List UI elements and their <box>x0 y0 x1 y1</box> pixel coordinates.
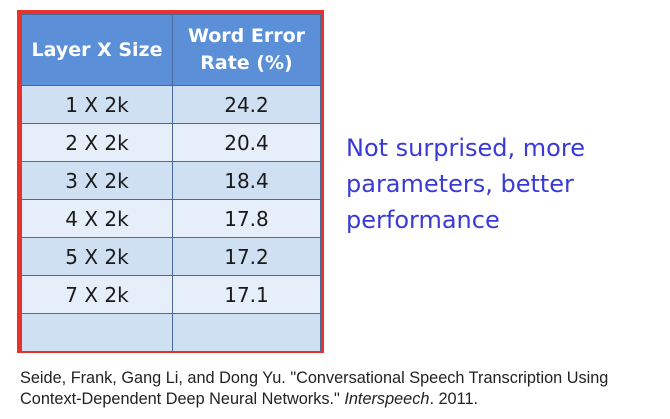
citation-authors-title: Seide, Frank, Gang Li, and Dong Yu. "Con… <box>20 369 609 408</box>
cell-word-error-rate: 18.4 <box>172 161 321 200</box>
cell-word-error-rate: 24.2 <box>172 85 321 124</box>
cell-layer-size: 2 X 2k <box>21 123 173 162</box>
commentary-text: Not surprised, more parameters, better p… <box>346 134 585 234</box>
header-word-error-rate: Word Error Rate (%) <box>172 14 321 86</box>
table-row: 5 X 2k 17.2 <box>21 237 321 276</box>
cell-layer-size: 1 X 2k <box>21 85 173 124</box>
results-table-frame: Layer X Size Word Error Rate (%) 1 X 2k … <box>17 10 324 353</box>
cell-layer-size: 3 X 2k <box>21 161 173 200</box>
table-row-empty <box>21 313 321 352</box>
table-row: 2 X 2k 20.4 <box>21 123 321 162</box>
word-error-rate-table: Layer X Size Word Error Rate (%) 1 X 2k … <box>21 14 321 352</box>
cell-word-error-rate: 20.4 <box>172 123 321 162</box>
cell-layer-size: 5 X 2k <box>21 237 173 276</box>
cell-word-error-rate <box>172 313 321 352</box>
header-layer-size: Layer X Size <box>21 14 173 86</box>
cell-layer-size: 7 X 2k <box>21 275 173 314</box>
cell-word-error-rate: 17.8 <box>172 199 321 238</box>
cell-layer-size <box>21 313 173 352</box>
table-row: 3 X 2k 18.4 <box>21 161 321 200</box>
table-row: 4 X 2k 17.8 <box>21 199 321 238</box>
cell-layer-size: 4 X 2k <box>21 199 173 238</box>
table-row: 7 X 2k 17.1 <box>21 275 321 314</box>
citation-year: . 2011. <box>429 390 479 408</box>
citation-venue: Interspeech <box>344 390 430 408</box>
cell-word-error-rate: 17.2 <box>172 237 321 276</box>
table-header-row: Layer X Size Word Error Rate (%) <box>21 14 321 86</box>
cell-word-error-rate: 17.1 <box>172 275 321 314</box>
citation: Seide, Frank, Gang Li, and Dong Yu. "Con… <box>20 368 660 410</box>
table-row: 1 X 2k 24.2 <box>21 85 321 124</box>
